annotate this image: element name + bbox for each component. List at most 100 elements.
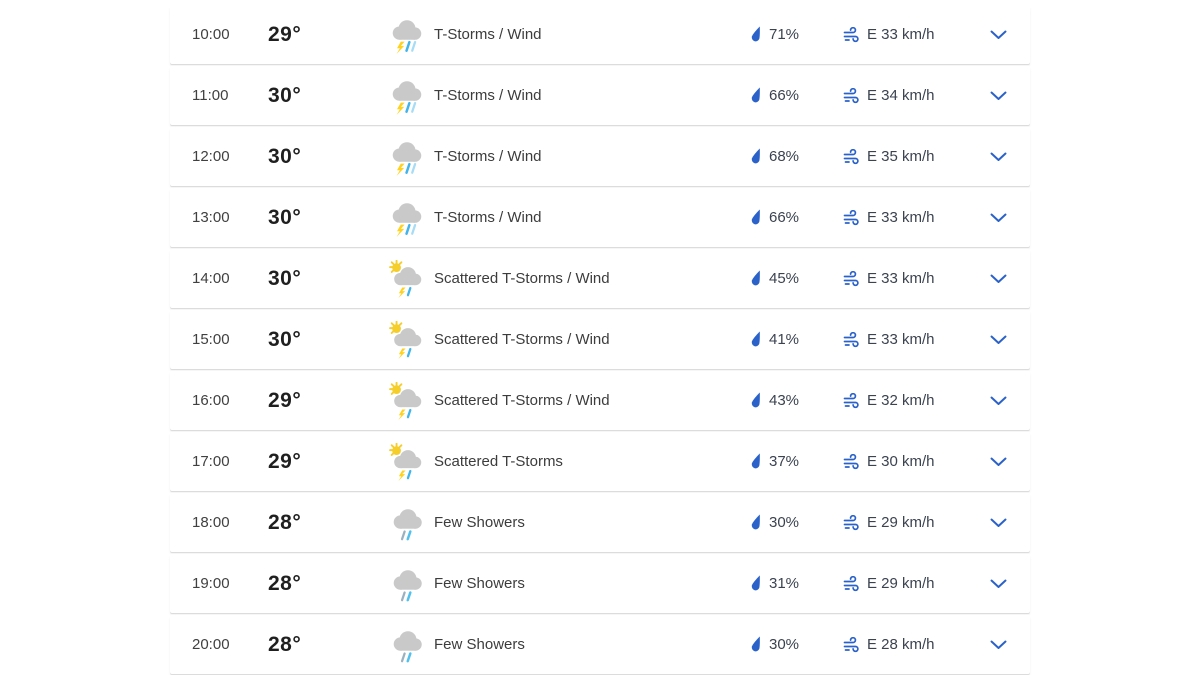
- weather-condition-icon: [388, 381, 426, 420]
- wind-value: E 33 km/h: [867, 209, 935, 226]
- precipitation-cell: 45%: [744, 270, 834, 287]
- chevron-down-icon: [990, 30, 1006, 39]
- wind-value: E 35 km/h: [867, 148, 935, 165]
- expand-row-button[interactable]: [974, 127, 1022, 186]
- wind-value: E 29 km/h: [867, 575, 935, 592]
- thunderstorm-cloud-icon: [392, 80, 422, 115]
- raindrop-icon: [751, 392, 760, 408]
- expand-row-button[interactable]: [974, 249, 1022, 308]
- wind-value: E 29 km/h: [867, 514, 935, 531]
- wind-icon: [843, 209, 859, 225]
- weather-condition-icon: [388, 16, 426, 54]
- wind-value: E 33 km/h: [867, 331, 935, 348]
- condition-label: Few Showers: [434, 636, 525, 653]
- hour-label: 14:00: [192, 270, 230, 287]
- wind-value: E 28 km/h: [867, 636, 935, 653]
- rain-cloud-icon: [393, 508, 422, 540]
- hourly-forecast-row[interactable]: 19:00 28°: [170, 554, 1030, 613]
- lightning-bolt: [398, 348, 406, 359]
- wind-icon: [843, 514, 859, 530]
- rain-cloud-icon: [393, 630, 422, 662]
- wind-cell: E 28 km/h: [834, 636, 974, 653]
- hour-label: 18:00: [192, 514, 230, 531]
- raindrop-icon: [751, 575, 760, 591]
- expand-row-button[interactable]: [974, 371, 1022, 430]
- expand-row-button[interactable]: [974, 615, 1022, 674]
- weather-condition-icon: [388, 138, 426, 176]
- precipitation-value: 30%: [769, 636, 800, 653]
- precipitation-cell: 71%: [744, 26, 834, 43]
- sun-behind-storm-cloud-icon: [389, 259, 422, 298]
- lightning-bolt: [398, 470, 406, 481]
- lightning-bolt: [396, 224, 405, 237]
- precipitation-value: 43%: [769, 392, 800, 409]
- weather-condition-icon: [388, 77, 426, 115]
- expand-row-button[interactable]: [974, 5, 1022, 64]
- hourly-forecast-list: 10:00 29°: [170, 0, 1030, 674]
- temperature-value: 30°: [268, 144, 302, 168]
- hourly-forecast-row[interactable]: 13:00 30°: [170, 188, 1030, 247]
- hour-label: 17:00: [192, 453, 230, 470]
- hourly-forecast-row[interactable]: 12:00 30°: [170, 127, 1030, 186]
- precipitation-cell: 68%: [744, 148, 834, 165]
- sun: [389, 259, 403, 273]
- hour-label: 19:00: [192, 575, 230, 592]
- condition-label: T-Storms / Wind: [434, 148, 542, 165]
- expand-row-button[interactable]: [974, 554, 1022, 613]
- temperature-value: 29°: [268, 388, 302, 412]
- lightning-bolt: [398, 409, 406, 420]
- wind-cell: E 33 km/h: [834, 270, 974, 287]
- wind-cell: E 29 km/h: [834, 514, 974, 531]
- temperature-value: 30°: [268, 327, 302, 351]
- wind-cell: E 35 km/h: [834, 148, 974, 165]
- wind-icon: [843, 87, 859, 103]
- hourly-forecast-row[interactable]: 16:00 29°: [170, 371, 1030, 430]
- temperature-value: 28°: [268, 632, 302, 656]
- raindrop-icon: [751, 270, 760, 286]
- hourly-forecast-row[interactable]: 15:00 30°: [170, 310, 1030, 369]
- temperature-value: 29°: [268, 449, 302, 473]
- wind-value: E 33 km/h: [867, 26, 935, 43]
- precipitation-cell: 66%: [744, 87, 834, 104]
- hourly-forecast-row[interactable]: 11:00 30°: [170, 66, 1030, 125]
- raindrop-icon: [751, 453, 760, 469]
- weather-condition-icon: [388, 199, 426, 237]
- chevron-down-icon: [990, 396, 1006, 405]
- condition-label: Few Showers: [434, 575, 525, 592]
- hourly-forecast-row[interactable]: 18:00 28°: [170, 493, 1030, 552]
- expand-row-button[interactable]: [974, 432, 1022, 491]
- wind-cell: E 29 km/h: [834, 575, 974, 592]
- precipitation-value: 45%: [769, 270, 800, 287]
- temperature-value: 28°: [268, 571, 302, 595]
- hour-label: 10:00: [192, 26, 230, 43]
- hourly-forecast-row[interactable]: 17:00 29°: [170, 432, 1030, 491]
- hourly-forecast-row[interactable]: 20:00 28°: [170, 615, 1030, 674]
- expand-row-button[interactable]: [974, 188, 1022, 247]
- expand-row-button[interactable]: [974, 493, 1022, 552]
- condition-label: Scattered T-Storms / Wind: [434, 392, 610, 409]
- raindrop-icon: [751, 148, 760, 164]
- wind-icon: [843, 636, 859, 652]
- precipitation-cell: 41%: [744, 331, 834, 348]
- precipitation-value: 31%: [769, 575, 800, 592]
- sun: [389, 381, 403, 395]
- precipitation-cell: 30%: [744, 514, 834, 531]
- weather-condition-icon: [388, 442, 426, 481]
- thunderstorm-cloud-icon: [392, 141, 422, 176]
- chevron-down-icon: [990, 152, 1006, 161]
- condition-label: Scattered T-Storms: [434, 453, 563, 470]
- temperature-value: 29°: [268, 22, 302, 46]
- chevron-down-icon: [990, 457, 1006, 466]
- expand-row-button[interactable]: [974, 310, 1022, 369]
- expand-row-button[interactable]: [974, 66, 1022, 125]
- precipitation-cell: 43%: [744, 392, 834, 409]
- hourly-forecast-row[interactable]: 14:00 30°: [170, 249, 1030, 308]
- wind-value: E 34 km/h: [867, 87, 935, 104]
- weather-condition-icon: [388, 626, 426, 664]
- wind-value: E 30 km/h: [867, 453, 935, 470]
- wind-cell: E 30 km/h: [834, 453, 974, 470]
- hourly-forecast-row[interactable]: 10:00 29°: [170, 5, 1030, 64]
- wind-icon: [843, 148, 859, 164]
- chevron-down-icon: [990, 335, 1006, 344]
- condition-label: T-Storms / Wind: [434, 87, 542, 104]
